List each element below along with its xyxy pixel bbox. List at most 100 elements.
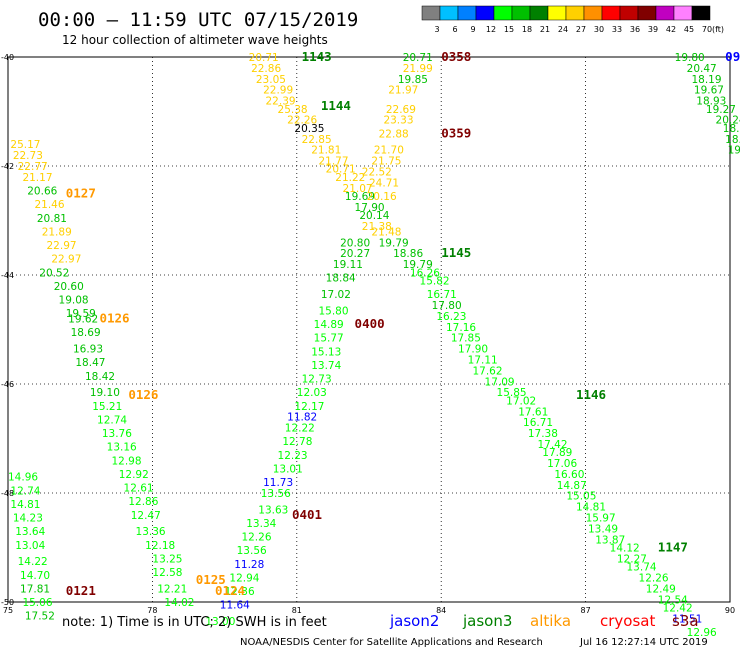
wave-height-label: 21.89: [42, 226, 72, 238]
wave-height-label: 22.97: [51, 254, 81, 266]
wave-height-label: 11.73: [263, 477, 293, 489]
wave-height-label: 13.56: [261, 488, 291, 500]
wave-height-label: 18.8: [723, 123, 740, 135]
wave-height-label: 23.05: [256, 74, 286, 86]
wave-height-label: 12.47: [131, 510, 161, 522]
wave-height-label: 19.85: [398, 74, 428, 86]
wave-height-label: 21.07: [343, 183, 373, 195]
satellite-legend-s3a: s3a: [672, 612, 699, 630]
wave-height-label: 18.86: [393, 248, 423, 260]
x-tick-label: 90: [725, 606, 735, 615]
wave-height-label: 20.16: [367, 191, 397, 203]
colorbar-label: 15: [504, 25, 514, 34]
wave-height-label: 20.14: [359, 210, 389, 222]
wave-height-label: 20.52: [39, 267, 69, 279]
wave-height-label: 13.34: [246, 518, 276, 530]
y-tick-label: -46: [1, 380, 14, 389]
credit-text: NOAA/NESDIS Center for Satellite Applica…: [240, 637, 543, 648]
wave-height-label: 12.18: [145, 540, 175, 552]
wave-height-label: 16.71: [523, 417, 553, 429]
generated-timestamp: Jul 16 12:27:14 UTC 2019: [579, 637, 708, 648]
wave-height-label: 22.99: [263, 85, 293, 97]
colorbar-swatch: [601, 5, 621, 21]
colorbar-swatch: [619, 5, 639, 21]
pass-time-label: 0127: [66, 185, 96, 200]
wave-height-label: 13.56: [237, 545, 267, 557]
wave-height-label: 19.79: [403, 259, 433, 271]
wave-height-label: 17.06: [547, 458, 577, 470]
colorbar-swatch: [457, 5, 477, 21]
wave-height-label: 21.70: [374, 145, 404, 157]
colorbar-label: 3: [434, 25, 439, 34]
colorbar-label: 6: [452, 25, 457, 34]
wave-height-label: 13.64: [15, 526, 45, 538]
wave-height-label: 11.51: [672, 613, 702, 625]
colorbar-swatch: [655, 5, 675, 21]
colorbar-swatch: [493, 5, 513, 21]
wave-height-label: 12.49: [646, 583, 676, 595]
wave-height-label: 20.27: [340, 248, 370, 260]
wave-height-label: 21.97: [388, 85, 418, 97]
satellite-legend-jason2: jason2: [389, 612, 439, 630]
wave-height-label: 12.23: [278, 450, 308, 462]
y-tick-label: -42: [1, 162, 14, 171]
wave-height-label: 18.19: [691, 74, 721, 86]
colorbar-swatch: [673, 5, 693, 21]
wave-height-label: 13.16: [107, 442, 137, 454]
wave-height-label: 19.59: [66, 308, 96, 320]
wave-height-label: 22.77: [18, 161, 48, 173]
wave-height-label: 18.69: [71, 327, 101, 339]
wave-height-label: 23.33: [383, 115, 413, 127]
colorbar-label: 39: [648, 25, 658, 34]
colorbar-label: 45: [684, 25, 694, 34]
wave-height-label: 14.23: [13, 513, 43, 525]
wave-height-label: 20.81: [37, 213, 67, 225]
wave-height-label: 21.46: [34, 199, 64, 211]
wave-height-label: 13.87: [595, 534, 625, 546]
wave-height-label: 22.85: [302, 134, 332, 146]
wave-height-label: 14.02: [164, 597, 194, 609]
wave-height-label: 12.03: [297, 387, 327, 399]
wave-height-label: 19.69: [345, 191, 375, 203]
pass-time-label: 1146: [576, 387, 606, 402]
wave-height-label: 17.52: [25, 611, 55, 623]
pass-time-label: 0126: [99, 311, 129, 326]
pass-time-label: 0125: [196, 572, 226, 587]
wave-height-label: 15.85: [497, 387, 527, 399]
wave-height-label: 18.42: [85, 371, 115, 383]
wave-height-label: 19.10: [90, 387, 120, 399]
colorbar-label: 42: [666, 25, 676, 34]
wave-height-label: 25.17: [10, 139, 40, 151]
wave-height-label: 17.42: [537, 439, 567, 451]
wave-height-label: 20.24: [716, 115, 740, 127]
wave-height-label: 12.17: [294, 401, 324, 413]
wave-height-label: 12.78: [282, 436, 312, 448]
wave-height-label: 13.04: [15, 540, 45, 552]
wave-height-label: 14.81: [10, 499, 40, 511]
lat-lon-grid: [8, 57, 730, 602]
wave-height-label: 19.11: [333, 259, 363, 271]
wave-height-label: 14.22: [18, 556, 48, 568]
wave-height-label: 12.36: [225, 586, 255, 598]
y-tick-label: -44: [1, 271, 14, 280]
wave-height-label: 13.74: [627, 562, 657, 574]
wave-height-label: 25.38: [278, 104, 308, 116]
wave-height-label: 15.77: [314, 333, 344, 345]
wave-height-label: 17.80: [432, 300, 462, 312]
wave-height-label: 24.71: [369, 177, 399, 189]
wave-height-label: 21.48: [371, 226, 401, 238]
pass-time-label: 0359: [441, 125, 471, 140]
satellite-legend-jason3: jason3: [462, 612, 512, 630]
map-title: 00:00 – 11:59 UTC 07/15/2019: [38, 9, 358, 31]
wave-height-label: 12.22: [285, 423, 315, 435]
wave-height-label: 12.96: [687, 627, 717, 639]
pass-time-label: 1143: [302, 49, 332, 64]
wave-height-label: 19: [728, 145, 740, 157]
pass-time-label: 1147: [658, 540, 688, 555]
x-tick-label: 87: [581, 606, 591, 615]
pass-time-label: 0126: [128, 387, 158, 402]
colorbar-swatch: [637, 5, 657, 21]
wave-height-label: 20.80: [340, 237, 370, 249]
wave-height-label: 12.42: [663, 602, 693, 614]
